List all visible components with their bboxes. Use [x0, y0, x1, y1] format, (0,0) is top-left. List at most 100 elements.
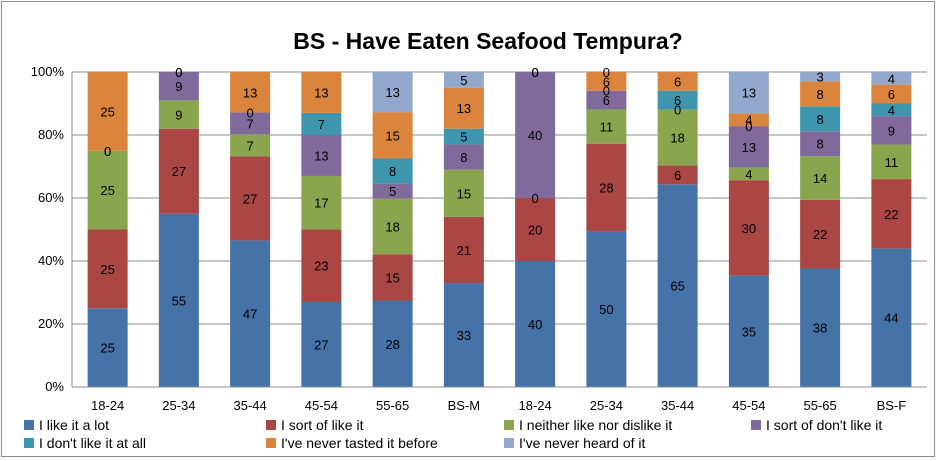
- data-label: 40: [528, 128, 542, 143]
- data-label: 65: [670, 279, 684, 294]
- bar-segment: [728, 72, 769, 114]
- chart-title: BS - Have Eaten Seafood Tempura?: [293, 28, 682, 54]
- bars-layer: [87, 72, 912, 387]
- data-label: 6: [674, 93, 681, 108]
- bar-segment: [657, 72, 698, 91]
- bar-segment: [443, 283, 484, 387]
- bar-segment: [871, 116, 912, 145]
- bar-segment: [230, 72, 271, 113]
- bar-segment: [301, 72, 342, 113]
- data-label: 7: [247, 116, 254, 131]
- data-label: 15: [457, 186, 471, 201]
- data-label: 22: [884, 207, 898, 222]
- data-label: 13: [457, 101, 471, 116]
- legend-swatch: [266, 438, 276, 448]
- legend-label: I neither like nor dislike it: [519, 417, 672, 433]
- bar-segment: [230, 240, 271, 387]
- bar-segment: [372, 112, 413, 159]
- bar-segment: [301, 175, 342, 230]
- bar-segment: [158, 100, 199, 129]
- data-label: 27: [172, 164, 186, 179]
- data-label: 0: [104, 144, 111, 159]
- data-label: 14: [813, 171, 827, 186]
- data-label: 0: [175, 65, 182, 80]
- legend: I like it a lot I sort of like it I neithe…: [24, 417, 882, 451]
- bar-segment: [230, 134, 271, 157]
- data-label: 21: [457, 243, 471, 258]
- y-tick-label: 60%: [38, 190, 64, 205]
- data-label: 17: [314, 196, 328, 211]
- data-label: 0: [745, 119, 752, 134]
- data-label: 50: [599, 302, 613, 317]
- bar-segment: [87, 72, 128, 151]
- data-label: 20: [528, 223, 542, 238]
- bar-segment: [586, 109, 627, 144]
- data-label: 13: [385, 85, 399, 100]
- bar-segment: [443, 216, 484, 284]
- data-label: 7: [247, 138, 254, 153]
- bar-segment: [657, 165, 698, 185]
- bar-segment: [657, 184, 698, 387]
- data-label: 6: [674, 74, 681, 89]
- data-label: 35: [742, 324, 756, 339]
- legend-swatch: [504, 420, 514, 430]
- bar-segment: [87, 229, 128, 309]
- data-label: 13: [243, 85, 257, 100]
- data-label: 47: [243, 307, 257, 322]
- data-label: 15: [385, 128, 399, 143]
- bar-segment: [728, 275, 769, 387]
- bar-segment: [372, 183, 413, 199]
- bar-segment: [158, 213, 199, 387]
- data-label: 13: [314, 148, 328, 163]
- bar-segment: [230, 112, 271, 135]
- data-label: 38: [813, 321, 827, 336]
- bar-segment: [800, 106, 841, 132]
- bar-segment: [871, 84, 912, 104]
- bar-segment: [230, 156, 271, 241]
- data-label: 9: [175, 79, 182, 94]
- bar-segment: [871, 248, 912, 387]
- bar-segment: [871, 103, 912, 117]
- bar-segment: [586, 90, 627, 110]
- data-label: 0: [175, 65, 182, 80]
- data-label: 3: [817, 70, 824, 85]
- data-label: 4: [745, 167, 752, 182]
- data-label: 25: [100, 183, 114, 198]
- data-label: 5: [460, 130, 467, 145]
- data-label: 4: [888, 103, 895, 118]
- bar-segment: [158, 128, 199, 214]
- data-label: 13: [314, 85, 328, 100]
- x-category-label: 55-65: [804, 398, 837, 413]
- data-label: 18: [385, 219, 399, 234]
- data-label: 7: [318, 117, 325, 132]
- data-label: 40: [528, 317, 542, 332]
- bar-segment: [728, 180, 769, 276]
- data-label: 33: [457, 328, 471, 343]
- data-label: 5: [460, 73, 467, 88]
- data-label: 6: [603, 93, 610, 108]
- bar-segment: [871, 72, 912, 85]
- data-label: 28: [599, 180, 613, 195]
- data-label: 13: [742, 140, 756, 155]
- bar-segment: [372, 254, 413, 301]
- data-label: 0: [674, 102, 681, 117]
- axes-layer: 0%20%40%60%80%100%18-24 25-34 35-44 45-54 55…: [31, 64, 927, 413]
- data-label: 28: [385, 337, 399, 352]
- data-label: 0: [247, 106, 254, 121]
- data-label: 0: [532, 65, 539, 80]
- bar-segment: [301, 301, 342, 387]
- x-category-label: 25-34: [590, 398, 623, 413]
- bar-segment: [728, 126, 769, 168]
- data-label: 6: [674, 168, 681, 183]
- data-label: 22: [813, 227, 827, 242]
- x-category-label: 45-54: [732, 398, 765, 413]
- bar-segment: [586, 231, 627, 387]
- data-label: 8: [460, 150, 467, 165]
- data-label: 27: [243, 191, 257, 206]
- bar-segment: [372, 300, 413, 387]
- bar-segment: [728, 113, 769, 127]
- data-label: 23: [314, 259, 328, 274]
- data-label: 11: [600, 120, 614, 135]
- bar-segment: [515, 261, 556, 387]
